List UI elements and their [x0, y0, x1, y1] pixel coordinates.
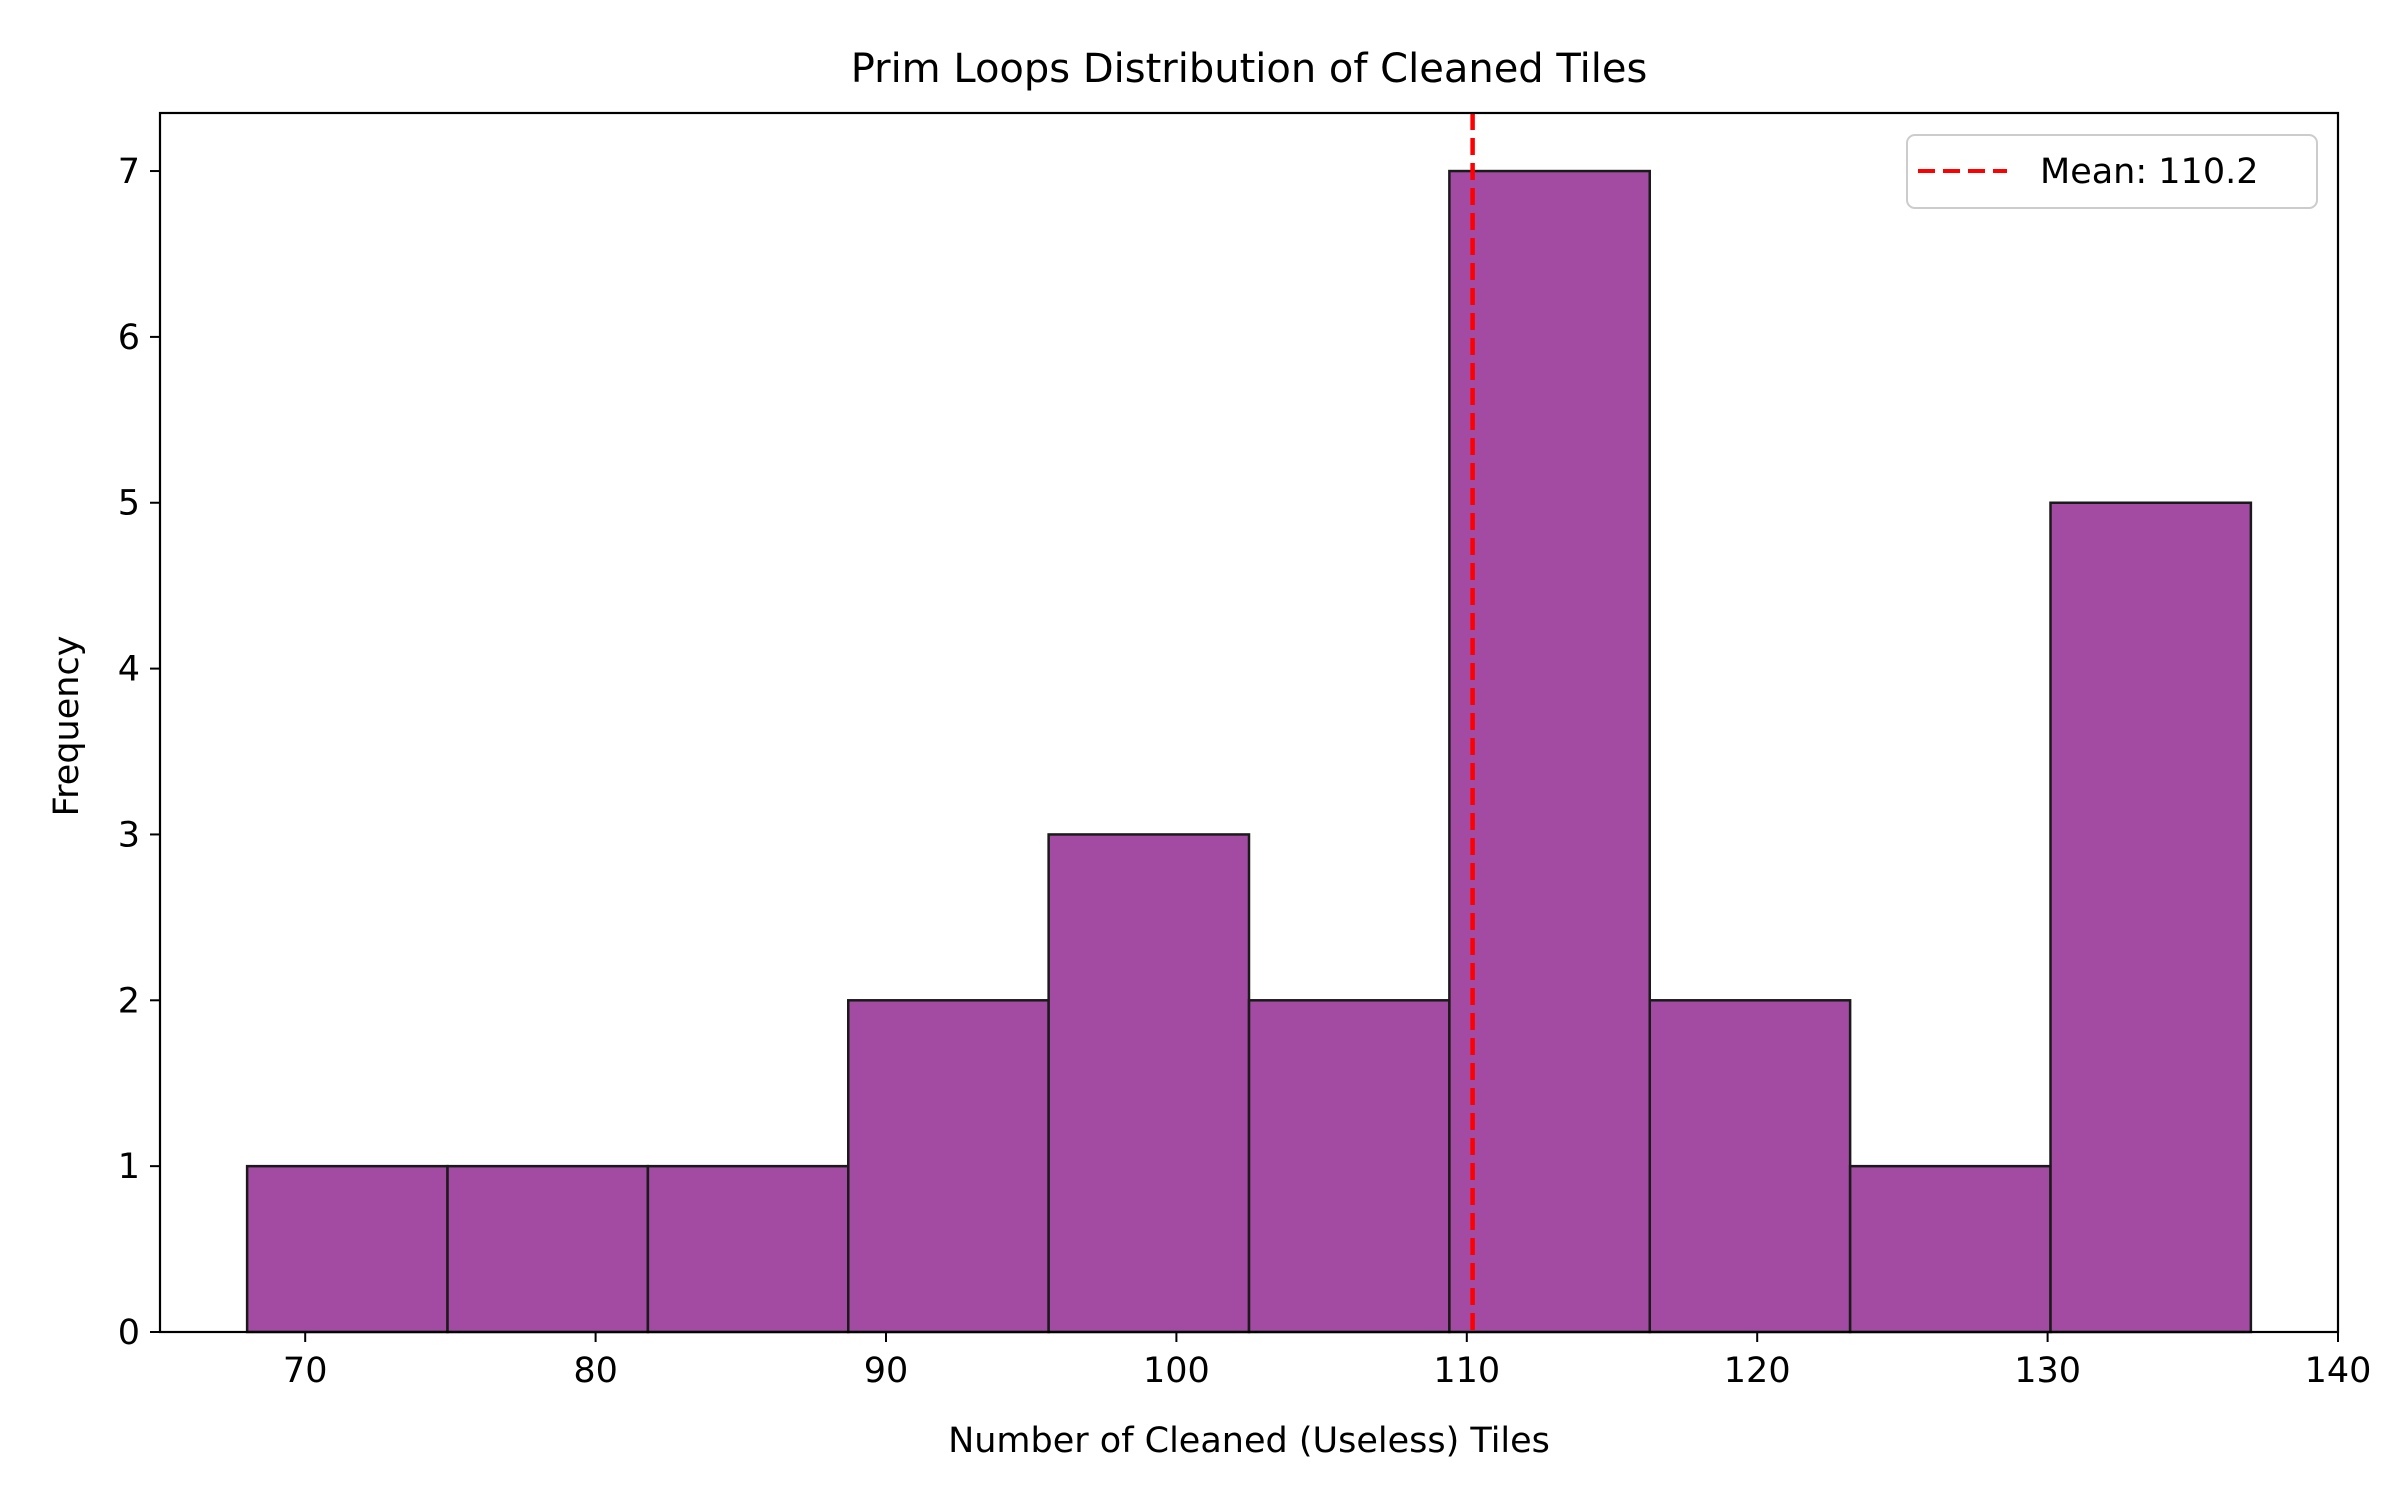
y-axis-label: Frequency [47, 636, 87, 817]
chart-title: Prim Loops Distribution of Cleaned Tiles [851, 46, 1648, 92]
y-tick-label: 5 [118, 484, 140, 524]
y-tick-label: 2 [118, 981, 140, 1021]
legend-box [1906, 134, 2318, 209]
y-tick-label: 6 [118, 318, 140, 358]
x-tick-label: 70 [283, 1351, 328, 1391]
y-tick-label: 0 [118, 1313, 140, 1353]
histogram-bar [446, 1164, 650, 1334]
legend-mean-label: Mean: 110.2 [2040, 152, 2258, 192]
histogram-bar [1848, 1164, 2052, 1334]
x-tick-label: 90 [864, 1351, 909, 1391]
x-axis-ticks: 70 80 90 100 110 120 130 140 [283, 1332, 2371, 1391]
x-tick-label: 140 [2305, 1351, 2372, 1391]
y-tick-label: 1 [118, 1147, 140, 1187]
x-tick-label: 130 [2014, 1351, 2081, 1391]
x-tick-label: 80 [573, 1351, 618, 1391]
bars-layer [245, 169, 2253, 1334]
y-tick-label: 7 [118, 152, 140, 192]
x-tick-label: 120 [1724, 1351, 1791, 1391]
y-tick-label: 4 [118, 650, 140, 690]
axes-frame [158, 111, 2340, 1334]
x-axis-label: Number of Cleaned (Useless) Tiles [948, 1421, 1550, 1461]
x-tick-label: 110 [1433, 1351, 1500, 1391]
histogram-bar [245, 1164, 449, 1334]
histogram-bar [1648, 999, 1852, 1334]
histogram-bar [1448, 169, 1652, 1334]
y-tick-label: 3 [118, 815, 140, 855]
histogram-bar [2049, 501, 2253, 1334]
histogram-bar [1247, 999, 1451, 1334]
x-tick-label: 100 [1143, 1351, 1210, 1391]
histogram-bar [1047, 833, 1251, 1334]
legend: Mean: 110.2 [1906, 134, 2318, 209]
y-axis-ticks: 0 1 2 3 4 5 6 7 [118, 152, 160, 1353]
histogram-bar [646, 1164, 850, 1334]
histogram-bar [846, 999, 1050, 1334]
